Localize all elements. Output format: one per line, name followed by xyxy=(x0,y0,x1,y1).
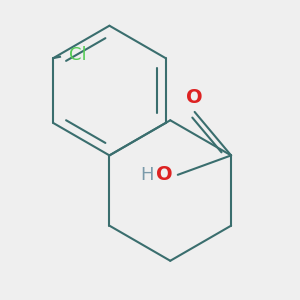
Text: H: H xyxy=(140,166,154,184)
Text: O: O xyxy=(156,165,172,184)
Text: O: O xyxy=(186,88,203,106)
Text: Cl: Cl xyxy=(70,46,87,64)
